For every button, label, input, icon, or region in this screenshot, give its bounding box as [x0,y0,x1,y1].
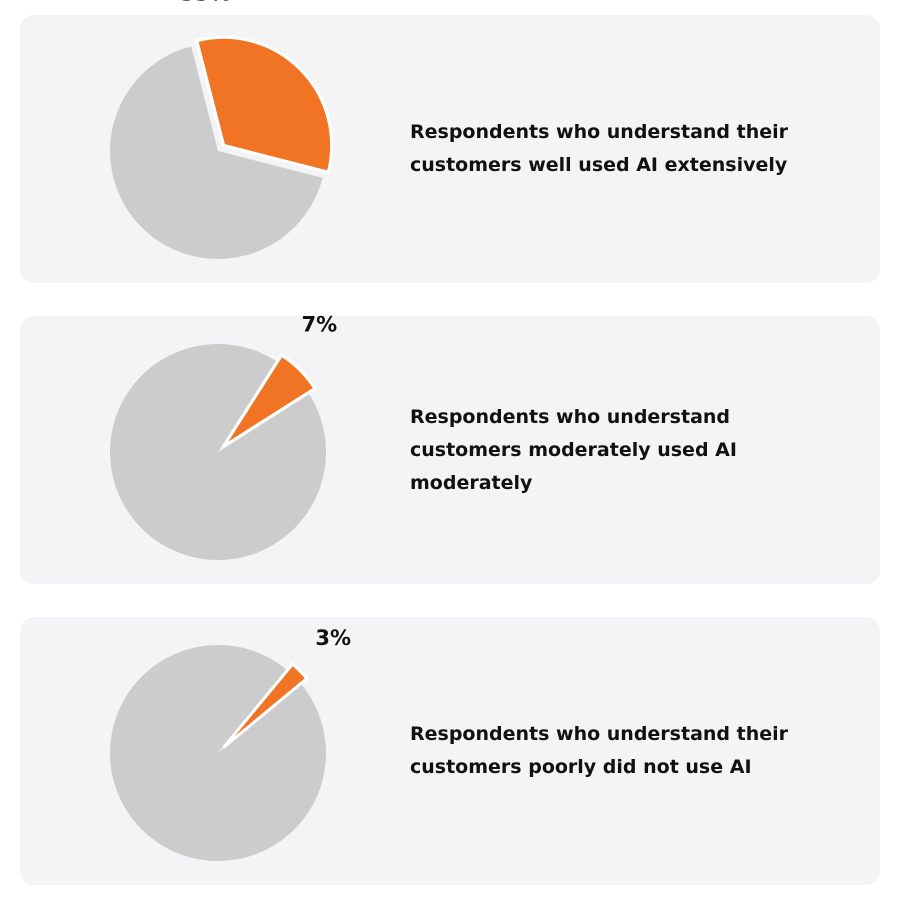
pie-slice [194,35,334,175]
pie-slice [222,662,309,749]
caption: Respondents who understand their custome… [410,723,789,778]
pie-rest [110,46,323,259]
pie-slice [222,353,317,448]
value-label: 7% [302,313,338,337]
pie-rest [109,343,326,560]
pie-rest [109,644,326,861]
value-label: 33% [181,0,231,6]
caption: Respondents who understand customers mod… [410,405,737,494]
value-label: 3% [315,626,351,650]
caption: Respondents who understand their custome… [410,121,789,176]
